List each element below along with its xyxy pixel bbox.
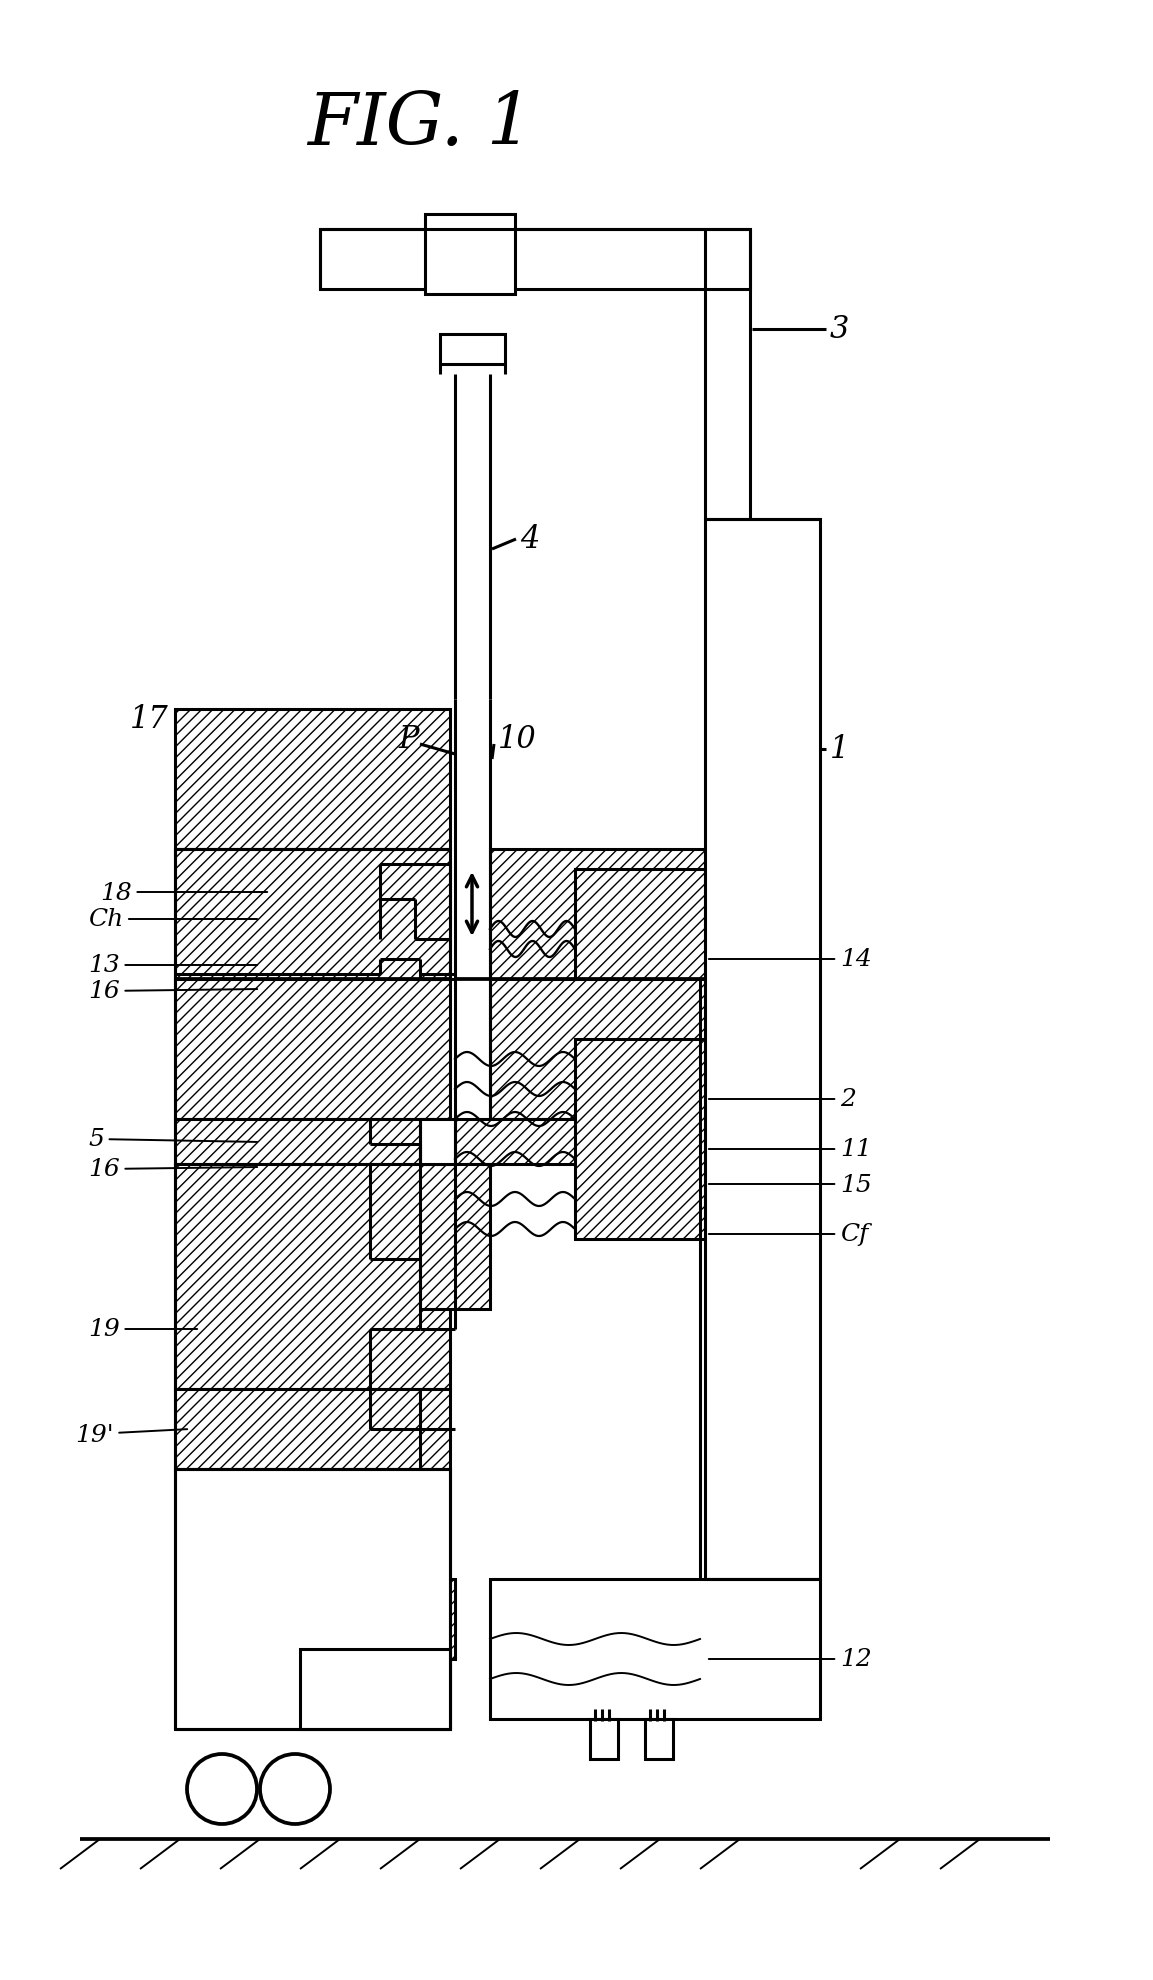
Bar (490, 980, 704, 1119)
Text: 18: 18 (100, 881, 267, 905)
Bar (175, 1390, 450, 1469)
Text: 16: 16 (88, 1158, 257, 1180)
Text: 13: 13 (88, 954, 257, 976)
Text: Ch: Ch (88, 909, 257, 931)
Bar (175, 709, 450, 849)
Text: FIG. 1: FIG. 1 (307, 89, 533, 160)
Bar (321, 230, 749, 289)
Bar (425, 216, 515, 295)
Bar (490, 1580, 820, 1719)
Bar (175, 1119, 704, 1164)
Bar (420, 1119, 455, 1164)
Bar (300, 1649, 450, 1729)
Text: 11: 11 (709, 1138, 872, 1160)
Text: 3: 3 (830, 315, 850, 345)
Bar (240, 1580, 455, 1659)
Bar (175, 849, 450, 980)
Text: 2: 2 (709, 1087, 856, 1111)
Text: 1: 1 (830, 735, 850, 764)
Text: 5: 5 (88, 1129, 257, 1150)
Text: 16: 16 (88, 980, 257, 1004)
Bar (704, 519, 820, 1580)
Text: Cf: Cf (709, 1224, 868, 1245)
Bar (175, 1164, 450, 1390)
Bar (575, 869, 704, 980)
Bar (575, 1040, 704, 1239)
Bar (645, 1719, 673, 1758)
Text: 19': 19' (75, 1424, 187, 1445)
Text: 17: 17 (130, 705, 168, 735)
Bar (440, 335, 505, 364)
Bar (175, 980, 450, 1119)
Text: 15: 15 (709, 1172, 872, 1196)
Bar (175, 1469, 450, 1729)
Text: 19: 19 (88, 1319, 197, 1340)
Bar (420, 1164, 490, 1309)
Bar (590, 1719, 618, 1758)
Text: 14: 14 (709, 948, 872, 970)
Text: P: P (398, 725, 419, 754)
Bar (490, 849, 704, 980)
Text: 4: 4 (520, 525, 540, 554)
Text: 10: 10 (498, 725, 537, 754)
Text: 12: 12 (709, 1647, 872, 1671)
